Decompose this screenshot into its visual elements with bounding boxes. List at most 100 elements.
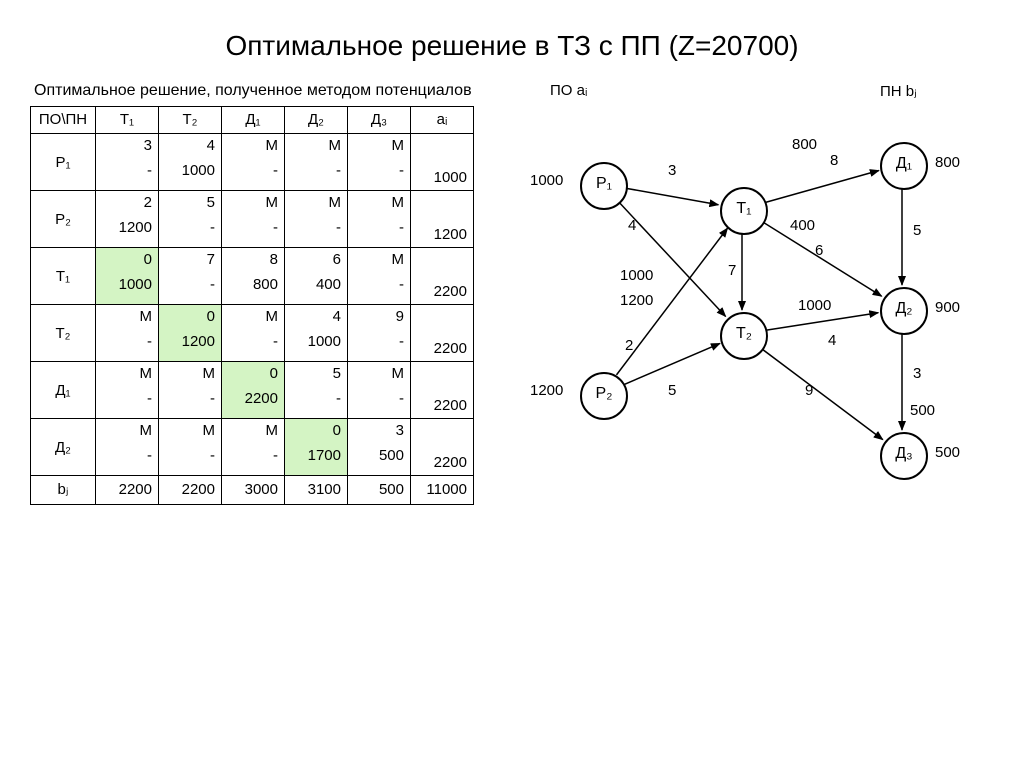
cost-value: M — [348, 134, 410, 158]
allocation-value: 1200 — [96, 215, 158, 241]
table-subtitle: Оптимальное решение, полученное методом … — [30, 82, 480, 100]
data-cell: 5- — [159, 191, 222, 248]
edge-weight: 5 — [913, 222, 921, 239]
allocation-value: - — [159, 215, 221, 241]
allocation-value: - — [348, 158, 410, 184]
ai-cell: 1000 — [411, 134, 474, 191]
data-cell: M- — [222, 419, 285, 476]
cost-value: 8 — [222, 248, 284, 272]
cost-value: 0 — [285, 419, 347, 443]
cost-value: M — [285, 191, 347, 215]
data-cell: 21200 — [96, 191, 159, 248]
data-cell: 41000 — [159, 134, 222, 191]
edge — [765, 170, 879, 202]
table-panel: Оптимальное решение, полученное методом … — [30, 82, 480, 505]
table-row: Т₂M-01200M-410009-2200 — [31, 305, 474, 362]
edge-weight: 9 — [805, 382, 813, 399]
data-cell: M- — [348, 191, 411, 248]
allocation-value: - — [96, 158, 158, 184]
row-header: Т₁ — [31, 248, 96, 305]
edge-weight: 7 — [728, 262, 736, 279]
data-cell: M- — [348, 362, 411, 419]
allocation-value: - — [285, 215, 347, 241]
row-header: Т₂ — [31, 305, 96, 362]
edge-weight: 6 — [815, 242, 823, 259]
data-cell: M- — [159, 362, 222, 419]
cost-value: 4 — [285, 305, 347, 329]
edge-flow: 400 — [790, 217, 815, 234]
cost-value: M — [348, 248, 410, 272]
data-cell: M- — [159, 419, 222, 476]
allocation-value: - — [96, 386, 158, 412]
data-cell: 5- — [285, 362, 348, 419]
cost-value: 9 — [348, 305, 410, 329]
table-row: Р₂212005-M-M-M-1200 — [31, 191, 474, 248]
edge — [766, 313, 879, 331]
edge — [761, 348, 883, 439]
row-header: Р₂ — [31, 191, 96, 248]
data-cell: M- — [222, 191, 285, 248]
edge-weight: 8 — [830, 152, 838, 169]
allocation-value: - — [222, 443, 284, 469]
data-cell: 8800 — [222, 248, 285, 305]
allocation-value: - — [159, 386, 221, 412]
row-header: bⱼ — [31, 476, 96, 505]
edge — [626, 188, 719, 205]
cost-value: M — [348, 362, 410, 386]
table-row: Д₁M-M-022005-M-2200 — [31, 362, 474, 419]
col-header: Т₂ — [159, 107, 222, 134]
data-cell: 01200 — [159, 305, 222, 362]
header-row: ПО\ПН Т₁ Т₂ Д₁ Д₂ Д₃ aᵢ — [31, 107, 474, 134]
cost-value: M — [222, 134, 284, 158]
node-D1: Д₁ — [880, 142, 928, 190]
allocation-value: - — [159, 443, 221, 469]
allocation-value: - — [348, 272, 410, 298]
col-header: Т₁ — [96, 107, 159, 134]
demand-label: 500 — [935, 444, 960, 461]
data-cell: 9- — [348, 305, 411, 362]
allocation-value: - — [96, 443, 158, 469]
cost-value: 0 — [159, 305, 221, 329]
col-header: aᵢ — [411, 107, 474, 134]
data-cell: 7- — [159, 248, 222, 305]
bj-cell: 2200 — [159, 476, 222, 505]
edge-weight: 4 — [828, 332, 836, 349]
edge — [762, 222, 881, 297]
cost-value: 3 — [96, 134, 158, 158]
cost-value: M — [222, 191, 284, 215]
graph-header-left: ПО aᵢ — [550, 82, 587, 99]
data-cell: 01000 — [96, 248, 159, 305]
allocation-value: - — [348, 329, 410, 355]
graph-header-right: ПН bⱼ — [880, 82, 917, 100]
supply-label: 1000 — [530, 172, 563, 189]
edge-flow: 1200 — [620, 292, 653, 309]
supply-label: 1200 — [530, 382, 563, 399]
edge-flow: 500 — [910, 402, 935, 419]
allocation-value: 400 — [285, 272, 347, 298]
cost-value: M — [222, 305, 284, 329]
node-D3: Д₃ — [880, 432, 928, 480]
allocation-value: - — [159, 272, 221, 298]
allocation-value: - — [222, 158, 284, 184]
edge-weight: 2 — [625, 337, 633, 354]
allocation-value: - — [96, 329, 158, 355]
data-cell: 6400 — [285, 248, 348, 305]
edge — [624, 343, 720, 384]
data-cell: 01700 — [285, 419, 348, 476]
bj-cell: 3000 — [222, 476, 285, 505]
allocation-value: 1000 — [159, 158, 221, 184]
cost-value: 6 — [285, 248, 347, 272]
cost-value: M — [285, 134, 347, 158]
allocation-value: - — [222, 215, 284, 241]
cost-value: M — [348, 191, 410, 215]
allocation-value: - — [222, 329, 284, 355]
data-cell: M- — [96, 305, 159, 362]
content-row: Оптимальное решение, полученное методом … — [0, 82, 1024, 505]
data-cell: M- — [348, 134, 411, 191]
cost-value: M — [159, 419, 221, 443]
cost-value: M — [96, 419, 158, 443]
node-P1: Р₁ — [580, 162, 628, 210]
cost-value: 4 — [159, 134, 221, 158]
table-row: Р₁3-41000M-M-M-1000 — [31, 134, 474, 191]
transport-table: ПО\ПН Т₁ Т₂ Д₁ Д₂ Д₃ aᵢ Р₁3-41000M-M-M-1… — [30, 106, 474, 505]
